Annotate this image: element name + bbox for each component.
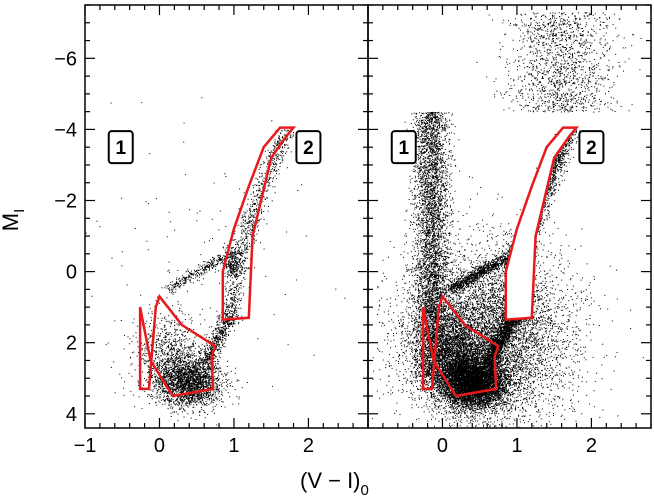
region-2-outline: [504, 126, 580, 321]
panel-frame: [367, 4, 652, 429]
x-tick-label: −1: [74, 435, 97, 457]
region-2-label-box: [578, 130, 605, 165]
region-1-label: 1: [398, 138, 409, 159]
region-1-label-box: [107, 130, 134, 165]
x-axis-label: (V − I)0: [300, 468, 369, 499]
region-2-outline: [221, 126, 297, 321]
y-tick-label: 2: [66, 333, 77, 355]
x-tick-label: 2: [303, 435, 314, 457]
y-tick-label: 0: [66, 262, 77, 284]
region-1-label: 1: [115, 138, 126, 159]
x-tick-label: 1: [511, 435, 522, 457]
y-axis-label-subscript: I: [11, 209, 28, 213]
y-tick-label: −4: [54, 119, 77, 141]
right-panel: 1 2 0 1 2: [367, 4, 652, 457]
scatter-points: [368, 12, 644, 428]
x-tick-label: 0: [437, 435, 448, 457]
region-2-label: 2: [586, 138, 597, 159]
y-axis-label: MI: [0, 209, 28, 232]
x-tick-label: 1: [228, 435, 239, 457]
panel-frame: [84, 4, 369, 429]
region-1-outline: [138, 293, 217, 398]
y-tick-label: −2: [54, 191, 77, 213]
y-tick-label: −6: [54, 48, 77, 70]
y-tick-label: 4: [66, 404, 77, 426]
x-tick-label: 2: [586, 435, 597, 457]
x-tick-label: 0: [154, 435, 165, 457]
region-2-label: 2: [303, 138, 314, 159]
star-points: [368, 12, 644, 428]
x-axis-label-subscript: 0: [361, 482, 369, 499]
y-axis-label-main: M: [0, 213, 23, 231]
x-axis-label-main: (V − I): [300, 468, 361, 493]
region-1-outline: [421, 293, 500, 398]
region-1-label-box: [390, 130, 417, 165]
left-panel: 1 2 −1 0 1 2 −6 −4 −2 0 2 4: [54, 4, 369, 457]
region-2-label-box: [295, 130, 322, 165]
